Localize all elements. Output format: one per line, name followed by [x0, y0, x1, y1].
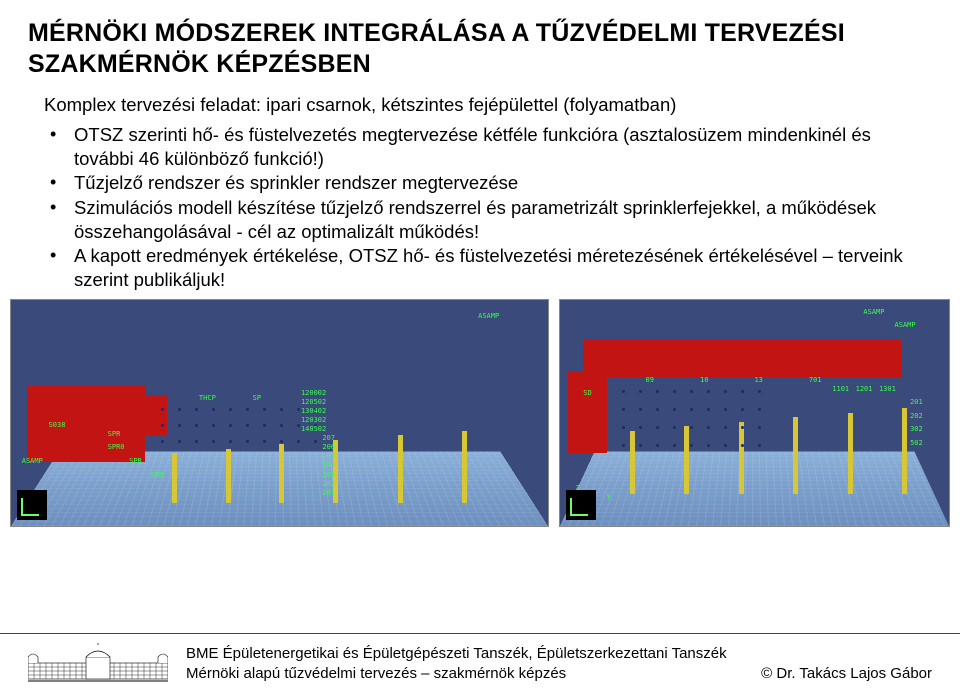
column	[172, 453, 177, 503]
sim-label: 302	[910, 426, 923, 433]
red-building	[145, 395, 166, 436]
sim-label: 203	[322, 472, 335, 479]
column	[279, 444, 284, 503]
sim-label: 140502	[301, 426, 326, 433]
sprinkler-row	[622, 408, 902, 411]
sim-label: 1101	[832, 386, 849, 393]
sprinkler-row	[622, 426, 902, 429]
bullet-list: OTSZ szerinti hő- és füstelvezetés megte…	[28, 123, 932, 292]
sim-label: S038	[49, 422, 66, 429]
sim-label: 202	[910, 413, 923, 420]
sim-label: 205	[322, 453, 335, 460]
sim-label: 13	[754, 377, 762, 384]
sim-label: ASAMP	[895, 322, 916, 329]
column	[739, 422, 744, 494]
bme-logo	[28, 643, 168, 685]
sim-label: SD	[583, 390, 591, 397]
sim-label: 09	[646, 377, 654, 384]
bullet-item: Szimulációs modell készítése tűzjelző re…	[46, 196, 932, 243]
column	[226, 449, 231, 503]
figure-row: ASAMP S038 SPR SPR0 SPR SPR ASAMP THCP S…	[0, 293, 960, 527]
footer-course: Mérnöki alapú tűzvédelmi tervezés – szak…	[186, 665, 566, 682]
slide: MÉRNÖKI MÓDSZEREK INTEGRÁLÁSA A TŰZVÉDEL…	[0, 0, 960, 292]
sim-label: 204	[322, 462, 335, 469]
bullet-item: Tűzjelző rendszer és sprinkler rendszer …	[46, 171, 932, 195]
footer-author: © Dr. Takács Lajos Gábor	[761, 665, 932, 682]
sim-label: 1201	[856, 386, 873, 393]
slide-title: MÉRNÖKI MÓDSZEREK INTEGRÁLÁSA A TŰZVÉDEL…	[28, 18, 932, 79]
sprinkler-row	[161, 424, 494, 427]
footer-department: BME Épületenergetikai és Épületgépészeti…	[186, 645, 932, 662]
sim-label: 10	[700, 377, 708, 384]
axis-gizmo	[17, 490, 47, 520]
bullet-item: A kapott eredmények értékelése, OTSZ hő-…	[46, 244, 932, 291]
sprinkler-row	[161, 408, 494, 411]
sim-label: SP	[253, 395, 261, 402]
sim-label: ASAMP	[478, 313, 499, 320]
column	[398, 435, 403, 503]
sim-label: 120502	[301, 399, 326, 406]
sim-label: 206	[322, 444, 335, 451]
sim-label: SPR0	[108, 444, 125, 451]
sim-label: 201	[910, 399, 923, 406]
sim-label: 120302	[301, 417, 326, 424]
task-subtitle: Komplex tervezési feladat: ipari csarnok…	[28, 93, 932, 117]
sim-label: 1301	[879, 386, 896, 393]
sim-label: THCP	[199, 395, 216, 402]
red-building	[27, 386, 145, 463]
sim-label: Y	[607, 494, 611, 501]
sim-label: 207	[322, 435, 335, 442]
sim-label: SPR	[108, 431, 121, 438]
sim-label: 120002	[301, 390, 326, 397]
slide-footer: BME Épületenergetikai és Épületgépészeti…	[0, 633, 960, 693]
sim-label: 130402	[301, 408, 326, 415]
floor-grid	[560, 451, 949, 526]
column	[630, 431, 635, 494]
sim-label: 701	[809, 377, 822, 384]
sim-label: 502	[910, 440, 923, 447]
red-building	[568, 372, 607, 453]
axis-gizmo	[566, 490, 596, 520]
simulation-figure-right: ASAMP ASAMP SD X Z Y 09 10 13 201 202 30…	[559, 299, 950, 527]
bullet-item: OTSZ szerinti hő- és füstelvezetés megte…	[46, 123, 932, 170]
sim-label: ASAMP	[863, 309, 884, 316]
footer-text-block: BME Épületenergetikai és Épületgépészeti…	[186, 645, 932, 682]
sim-label: 202	[322, 481, 335, 488]
simulation-figure-left: ASAMP S038 SPR SPR0 SPR SPR ASAMP THCP S…	[10, 299, 549, 527]
sprinkler-row	[622, 444, 902, 447]
sim-label: SPR	[151, 472, 164, 479]
column	[684, 426, 689, 494]
sim-label: SPR	[129, 458, 142, 465]
sim-label: 201	[322, 490, 335, 497]
red-building	[583, 340, 902, 376]
column	[848, 413, 853, 494]
column	[902, 408, 907, 494]
sim-label: ASAMP	[22, 458, 43, 465]
